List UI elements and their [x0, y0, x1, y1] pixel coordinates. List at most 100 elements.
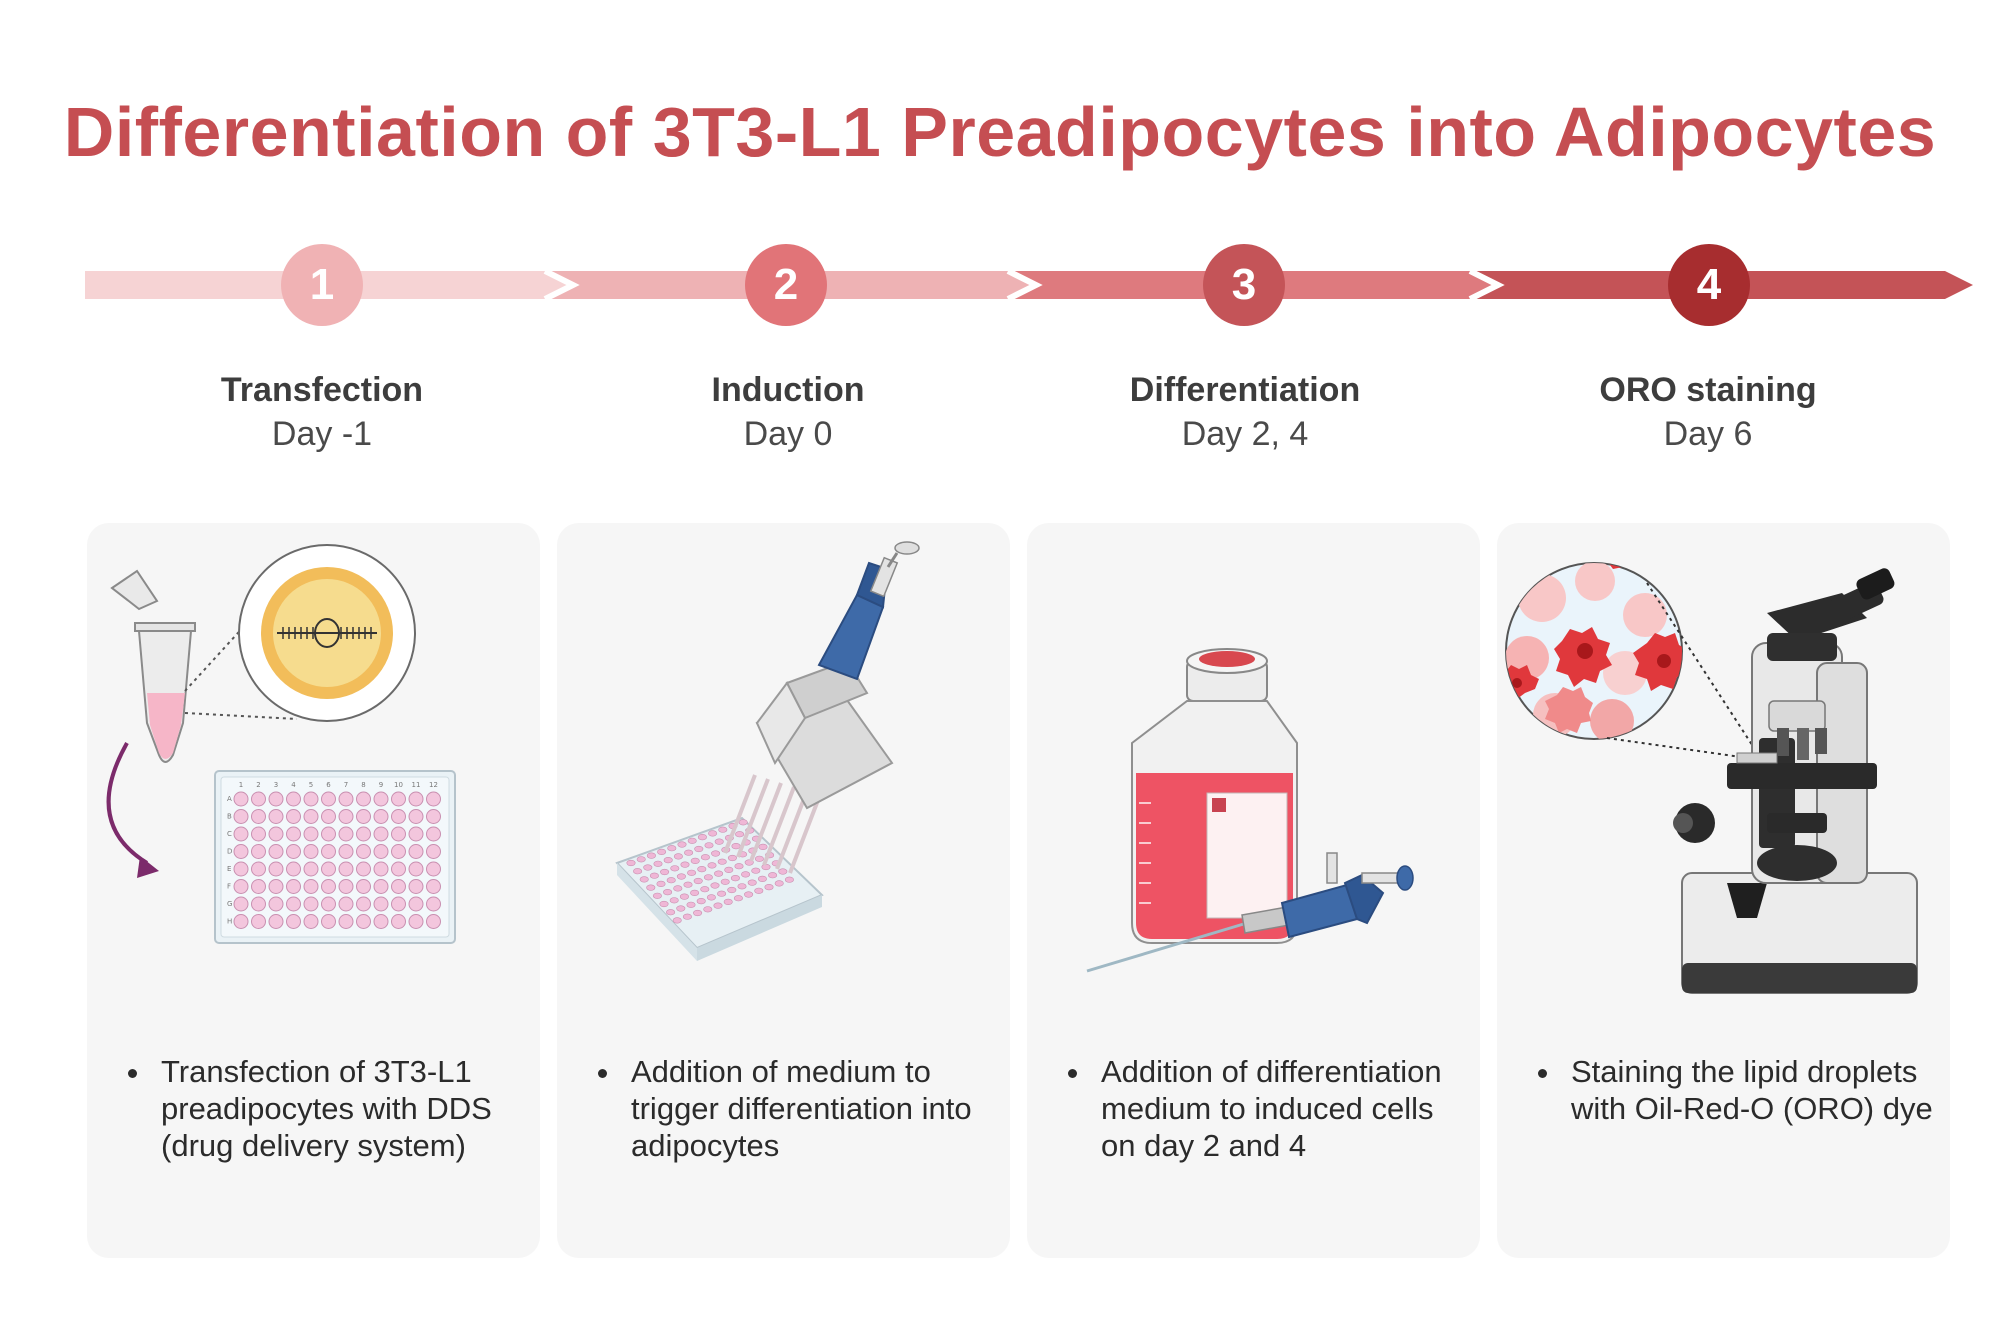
- well: [303, 861, 319, 877]
- step-day: Day -1: [271, 415, 373, 453]
- well: [731, 843, 741, 850]
- well: [321, 791, 336, 807]
- well: [356, 879, 371, 894]
- well: [426, 791, 441, 807]
- well: [657, 848, 667, 856]
- well: [693, 877, 703, 885]
- pipette-icon: [1086, 852, 1414, 973]
- transfer-arrow-icon: [106, 742, 149, 865]
- well: [268, 879, 284, 894]
- well: [391, 844, 406, 859]
- step-name: Induction: [711, 371, 865, 409]
- well: [251, 896, 266, 912]
- well: [649, 872, 659, 879]
- well: [700, 886, 710, 893]
- well: [303, 809, 319, 824]
- plate-column-label: 8: [361, 781, 365, 789]
- well: [268, 791, 284, 807]
- multichannel-pipette-icon: [755, 541, 920, 810]
- well: [268, 896, 284, 912]
- well: [426, 914, 441, 929]
- well: [408, 879, 424, 894]
- well: [703, 874, 713, 881]
- well: [724, 866, 734, 874]
- well: [233, 791, 249, 807]
- well: [751, 867, 761, 874]
- well: [768, 872, 778, 879]
- well: [669, 897, 679, 904]
- well: [639, 876, 649, 883]
- well: [744, 891, 754, 898]
- well: [673, 853, 683, 860]
- well: [676, 873, 686, 880]
- well: [286, 809, 301, 824]
- well: [251, 791, 266, 807]
- plate-column-label: 5: [309, 781, 313, 789]
- step-card-2: Addition of medium to trigger differenti…: [557, 523, 1010, 1258]
- well: [673, 885, 683, 892]
- well: [356, 791, 371, 807]
- well: [737, 883, 747, 890]
- well: [708, 830, 718, 837]
- well: [711, 850, 721, 857]
- well: [251, 826, 266, 842]
- plate-column-label: 12: [429, 781, 438, 789]
- step-day: Day 2, 4: [1181, 415, 1309, 453]
- well: [778, 868, 788, 875]
- well: [268, 914, 284, 929]
- step-number-2: 2: [745, 244, 827, 326]
- plate-column-label: 1: [239, 781, 243, 789]
- step-number-3: 3: [1203, 244, 1285, 326]
- well: [784, 876, 794, 883]
- well: [408, 844, 424, 859]
- well: [391, 791, 406, 807]
- well: [338, 826, 354, 842]
- step-header-1: Transfection Day -1: [92, 368, 552, 456]
- well: [233, 896, 249, 912]
- step-day: Day 6: [1663, 415, 1753, 453]
- well: [717, 890, 727, 897]
- plate-row-label: A: [227, 795, 232, 803]
- well: [680, 861, 690, 868]
- well: [251, 914, 266, 929]
- well: [356, 809, 371, 824]
- well: [286, 861, 301, 877]
- well: [286, 879, 301, 894]
- plate-column-label: 9: [379, 781, 383, 789]
- description-bullet: Addition of medium to trigger differenti…: [623, 1053, 997, 1164]
- well: [321, 896, 336, 912]
- well: [636, 856, 646, 863]
- step-number-4: 4: [1668, 244, 1750, 326]
- flask-pipette-illustration: [1086, 648, 1414, 973]
- step-description-3: Addition of differentiation medium to in…: [1057, 1053, 1467, 1164]
- well: [659, 900, 669, 908]
- description-bullet: Addition of differentiation medium to in…: [1093, 1053, 1467, 1164]
- well: [338, 896, 354, 912]
- step-card-4: Staining the lipid droplets with Oil-Red…: [1497, 523, 1950, 1258]
- well: [734, 863, 744, 870]
- well: [408, 896, 424, 912]
- plate-row-label: H: [227, 918, 232, 926]
- well: [646, 884, 656, 891]
- well: [233, 826, 249, 842]
- well: [356, 826, 371, 842]
- well: [663, 889, 673, 896]
- well: [672, 917, 682, 924]
- well: [764, 884, 774, 891]
- well: [373, 826, 389, 842]
- well: [391, 914, 406, 929]
- well: [660, 868, 670, 876]
- well: [373, 861, 389, 877]
- step-name: ORO staining: [1599, 371, 1817, 409]
- plate-row-label: F: [227, 883, 231, 891]
- well: [687, 837, 697, 844]
- plate-column-label: 2: [256, 781, 260, 789]
- well: [408, 914, 424, 929]
- well-plate-icon: [615, 816, 824, 961]
- plate-column-label: 11: [412, 781, 421, 789]
- well: [286, 844, 301, 859]
- plate-row-label: B: [227, 813, 232, 821]
- well: [747, 879, 757, 886]
- well: [408, 861, 424, 877]
